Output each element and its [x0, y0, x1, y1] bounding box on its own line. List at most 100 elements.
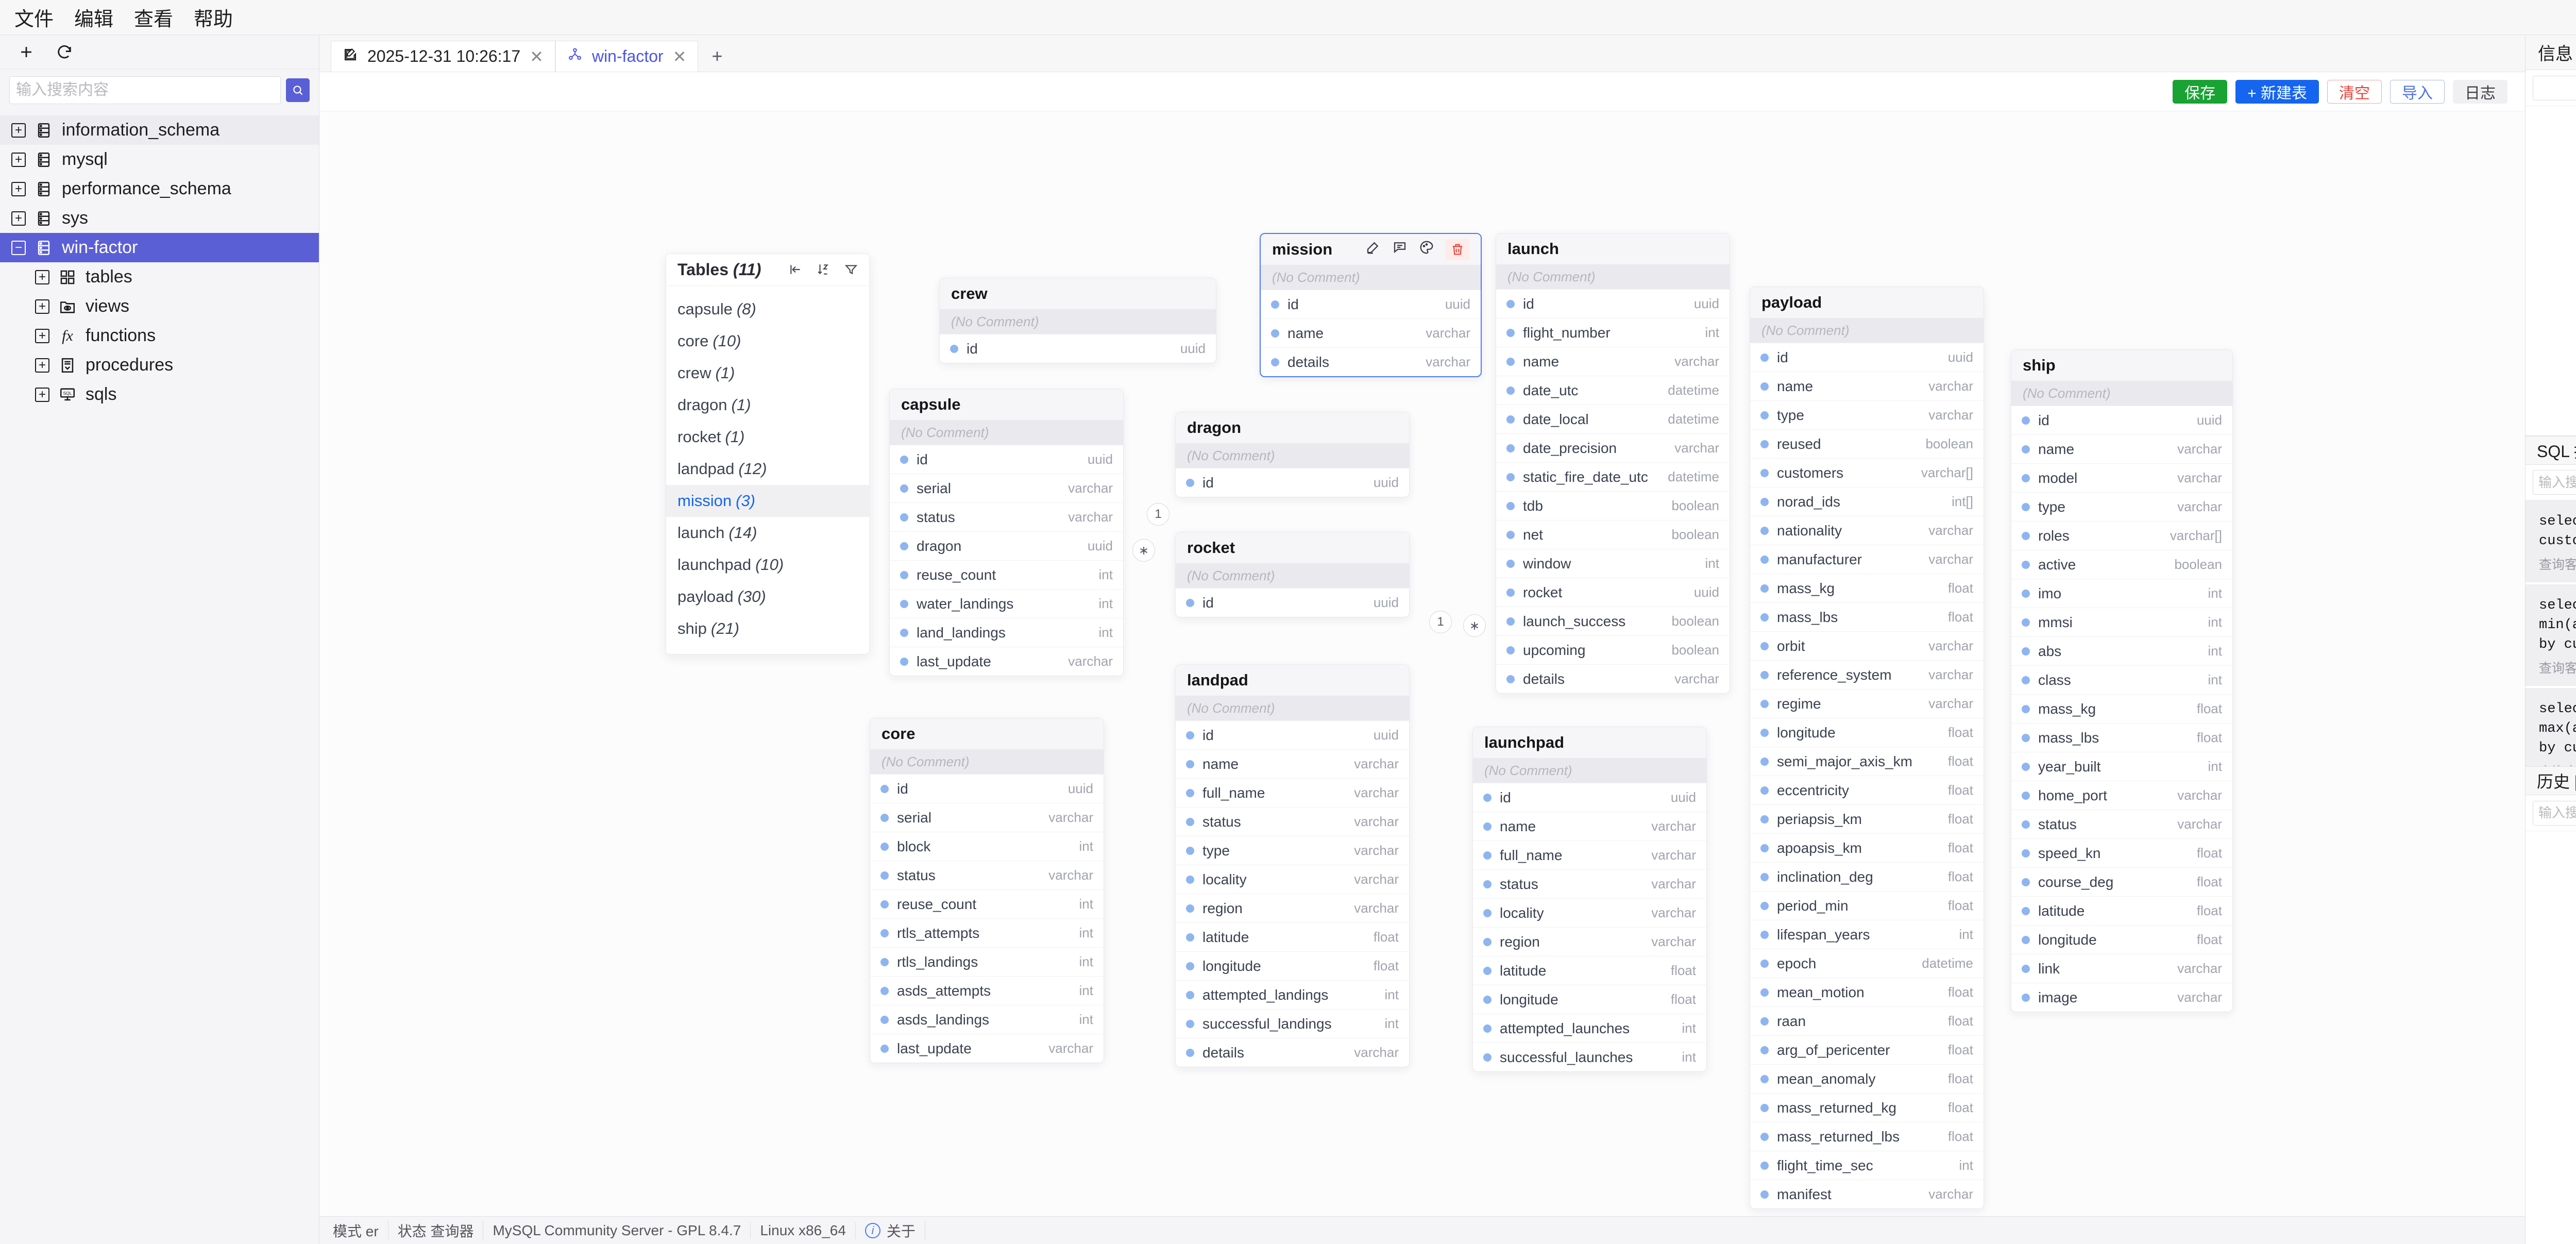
er-column-row[interactable]: eccentricity float [1750, 776, 1984, 804]
edit-icon[interactable] [1365, 240, 1381, 259]
er-column-row[interactable]: date_precision varchar [1496, 433, 1730, 462]
tables-panel-item-launchpad[interactable]: launchpad (10) [666, 549, 869, 581]
tables-panel-item-landpad[interactable]: landpad (12) [666, 453, 869, 485]
er-column-row[interactable]: status varchar [1473, 869, 1706, 898]
expander-icon[interactable]: + [11, 211, 26, 226]
tables-panel-item-capsule[interactable]: capsule (8) [666, 293, 869, 325]
tab-database[interactable]: win-factor ✕ [555, 41, 699, 72]
er-column-row[interactable]: type varchar [1176, 836, 1409, 865]
er-column-row[interactable]: image varchar [2011, 983, 2232, 1012]
er-table-comment[interactable]: (No Comment) [1176, 563, 1409, 588]
tables-panel-item-payload[interactable]: payload (30) [666, 581, 869, 613]
er-table-core[interactable]: core (No Comment) id uuid serial varchar block… [870, 718, 1104, 1063]
tables-panel-item-rocket[interactable]: rocket (1) [666, 421, 869, 453]
er-canvas[interactable]: Tables (11) [319, 111, 2525, 1216]
save-button[interactable]: 保存 [2173, 79, 2228, 104]
er-column-row[interactable]: orbit varchar [1750, 631, 1984, 660]
er-column-row[interactable]: latitude float [2011, 896, 2232, 925]
er-column-row[interactable]: tdb boolean [1496, 491, 1730, 520]
er-table-capsule[interactable]: capsule (No Comment) id uuid serial varchar st… [889, 389, 1124, 676]
er-column-row[interactable]: block int [870, 832, 1104, 861]
er-column-row[interactable]: active boolean [2011, 550, 2232, 579]
er-column-row[interactable]: last_update varchar [870, 1034, 1104, 1063]
close-icon[interactable]: ✕ [530, 47, 544, 66]
sql-command-item[interactable]: select exists (select 1 from customers w… [2526, 500, 2576, 584]
expander-icon[interactable]: + [11, 152, 26, 167]
er-column-row[interactable]: abs int [2011, 636, 2232, 665]
er-column-row[interactable]: epoch datetime [1750, 949, 1984, 978]
er-table-header[interactable]: launch [1496, 233, 1730, 264]
er-column-row[interactable]: dragon uuid [890, 531, 1123, 560]
er-table-header[interactable]: rocket [1176, 532, 1409, 563]
expander-icon[interactable]: + [35, 328, 49, 343]
clear-button[interactable]: 清空 [2327, 79, 2382, 104]
menu-file[interactable]: 文件 [14, 9, 54, 30]
close-icon[interactable]: ✕ [672, 47, 687, 66]
er-column-row[interactable]: date_local datetime [1496, 405, 1730, 433]
er-column-row[interactable]: manufacturer varchar [1750, 545, 1984, 574]
er-table-header[interactable]: core [870, 718, 1104, 749]
er-column-row[interactable]: full_name varchar [1176, 778, 1409, 807]
tables-panel-item-core[interactable]: core (10) [666, 325, 869, 357]
menu-help[interactable]: 帮助 [194, 9, 233, 30]
tables-panel-item-mission[interactable]: mission (3) [666, 485, 869, 517]
er-column-row[interactable]: norad_ids int[] [1750, 487, 1984, 516]
er-column-row[interactable]: type varchar [2011, 492, 2232, 521]
er-column-row[interactable]: apoapsis_km float [1750, 833, 1984, 862]
er-column-row[interactable]: flight_time_sec int [1750, 1151, 1984, 1180]
er-column-row[interactable]: locality varchar [1176, 865, 1409, 894]
sql-search-input[interactable] [2533, 470, 2576, 495]
er-column-row[interactable]: id uuid [890, 445, 1123, 474]
er-column-row[interactable]: mean_anomaly float [1750, 1064, 1984, 1093]
er-table-comment[interactable]: (No Comment) [1473, 758, 1706, 783]
er-table-comment[interactable]: (No Comment) [870, 749, 1104, 774]
er-column-row[interactable]: mass_lbs float [2011, 723, 2232, 752]
er-column-row[interactable]: name varchar [1496, 347, 1730, 376]
er-table-ship[interactable]: ship (No Comment) id uuid name varchar model va… [2011, 349, 2233, 1012]
er-column-row[interactable]: details varchar [1496, 664, 1730, 693]
er-column-row[interactable]: asds_attempts int [870, 976, 1104, 1005]
tree-item-win-factor[interactable]: − win-factor [0, 233, 319, 262]
expander-icon[interactable]: − [11, 240, 26, 255]
er-column-row[interactable]: link varchar [2011, 954, 2232, 983]
expander-icon[interactable]: + [35, 358, 49, 373]
er-column-row[interactable]: arg_of_pericenter float [1750, 1035, 1984, 1064]
er-column-row[interactable]: id uuid [1176, 468, 1409, 497]
er-column-row[interactable]: last_update varchar [890, 647, 1123, 676]
er-column-row[interactable]: mean_motion float [1750, 978, 1984, 1006]
er-table-launch[interactable]: launch (No Comment) id uuid flight_number int… [1496, 233, 1730, 694]
er-column-row[interactable]: period_min float [1750, 891, 1984, 920]
er-column-row[interactable]: class int [2011, 665, 2232, 694]
er-column-row[interactable]: speed_kn float [2011, 838, 2232, 867]
log-button[interactable]: 日志 [2453, 79, 2507, 104]
er-column-row[interactable]: attempted_landings int [1176, 980, 1409, 1009]
er-column-row[interactable]: reused boolean [1750, 429, 1984, 458]
er-column-row[interactable]: mass_kg float [2011, 694, 2232, 723]
sql-command-list[interactable]: select exists (select 1 from customers w… [2526, 500, 2576, 766]
er-column-row[interactable]: id uuid [1750, 343, 1984, 372]
menu-edit[interactable]: 编辑 [74, 9, 114, 30]
er-table-comment[interactable]: (No Comment) [1176, 443, 1409, 468]
er-column-row[interactable]: year_built int [2011, 752, 2232, 781]
er-table-crew[interactable]: crew (No Comment) id uuid [939, 278, 1216, 363]
er-column-row[interactable]: flight_number int [1496, 318, 1730, 347]
er-table-comment[interactable]: (No Comment) [890, 420, 1123, 445]
er-table-comment[interactable]: (No Comment) [1261, 265, 1481, 290]
er-column-row[interactable]: type varchar [1750, 400, 1984, 429]
er-table-header[interactable]: capsule [890, 389, 1123, 420]
er-column-row[interactable]: launch_success boolean [1496, 607, 1730, 635]
er-column-row[interactable]: nationality varchar [1750, 516, 1984, 545]
tree-item-sys[interactable]: + sys [0, 204, 319, 233]
tree-item-views[interactable]: + views [0, 292, 319, 321]
er-column-row[interactable]: window int [1496, 549, 1730, 578]
er-column-row[interactable]: id uuid [2011, 406, 2232, 434]
expander-icon[interactable]: + [11, 181, 26, 196]
expander-icon[interactable]: + [35, 387, 49, 402]
er-column-row[interactable]: serial varchar [870, 803, 1104, 832]
plus-icon[interactable] [18, 43, 35, 61]
er-column-row[interactable]: details varchar [1261, 347, 1481, 376]
er-column-row[interactable]: mass_kg float [1750, 574, 1984, 602]
er-column-row[interactable]: name varchar [2011, 434, 2232, 463]
tables-panel-item-ship[interactable]: ship (21) [666, 613, 869, 645]
er-table-mission[interactable]: mission (No Comment) id uuid name varchar deta… [1260, 233, 1482, 377]
